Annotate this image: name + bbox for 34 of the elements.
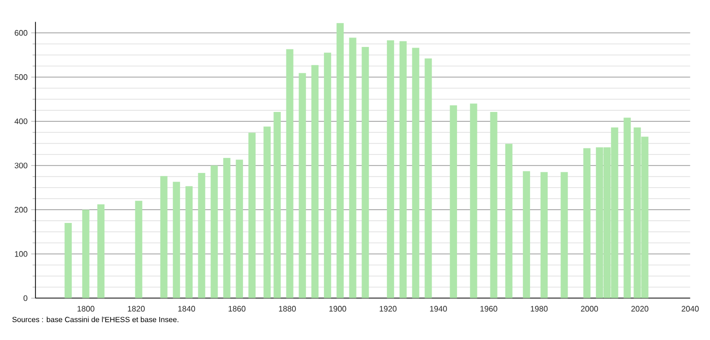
bar — [286, 49, 294, 298]
bar — [336, 23, 344, 298]
bar — [210, 165, 218, 298]
bar — [264, 126, 271, 298]
bar — [248, 132, 256, 298]
bar — [349, 38, 356, 298]
bar — [522, 171, 530, 298]
bar — [298, 73, 306, 298]
bar — [583, 148, 590, 298]
bar — [97, 204, 104, 298]
bar — [560, 172, 568, 298]
bar — [135, 200, 142, 298]
bar — [490, 112, 498, 298]
bar — [412, 48, 420, 298]
bar — [236, 160, 243, 298]
bar — [400, 41, 407, 298]
bar — [540, 172, 548, 298]
bar — [223, 158, 230, 298]
bar — [64, 222, 72, 298]
bar — [324, 52, 332, 298]
bar — [362, 46, 369, 298]
bar — [450, 105, 458, 298]
bar — [198, 172, 206, 298]
bar — [624, 118, 631, 298]
bar — [470, 104, 478, 298]
bar — [424, 58, 432, 298]
bar — [311, 65, 319, 298]
bar — [185, 186, 193, 298]
bar — [160, 176, 168, 298]
bar — [82, 210, 90, 298]
bar — [274, 112, 281, 298]
bar — [386, 40, 394, 298]
bar — [505, 144, 512, 298]
bar — [172, 182, 180, 298]
